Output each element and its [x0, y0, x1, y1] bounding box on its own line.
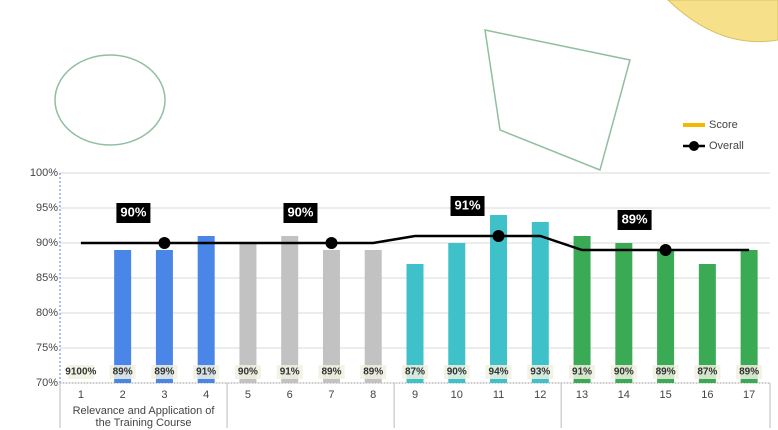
- value-label: 89%: [739, 367, 759, 378]
- overall-badge-label: 90%: [120, 204, 146, 219]
- x-tick-label: 15: [659, 389, 671, 401]
- value-label-box: [736, 365, 763, 379]
- x-tick-label: 5: [245, 389, 251, 401]
- value-label: 90%: [238, 367, 258, 378]
- overall-badge-label: 89%: [622, 211, 648, 226]
- value-label: 89%: [656, 367, 676, 378]
- x-tick-label: 6: [287, 389, 293, 401]
- x-tick-label: 16: [701, 389, 713, 401]
- value-label: 90%: [614, 367, 634, 378]
- value-label: 93%: [530, 367, 550, 378]
- value-label: 94%: [489, 367, 509, 378]
- leaf-decoration: [667, 0, 778, 43]
- overall-line: [80, 234, 750, 252]
- overall-marker: [492, 230, 505, 242]
- bar: [197, 236, 215, 383]
- x-tick-label: 4: [203, 389, 209, 401]
- bar: [281, 236, 299, 383]
- value-label: 9100%: [65, 367, 96, 378]
- value-label: 87%: [697, 367, 717, 378]
- value-label: 89%: [154, 367, 174, 378]
- x-tick-label: 11: [493, 389, 504, 401]
- bar: [364, 250, 382, 383]
- value-label-box: [151, 365, 178, 379]
- value-label-box: [318, 365, 345, 379]
- value-label-box: [652, 365, 679, 379]
- value-label-box: [360, 365, 387, 379]
- value-label: 89%: [321, 367, 341, 378]
- overall-badge: [116, 203, 151, 223]
- bar: [740, 250, 758, 383]
- ray-decoration: [484, 29, 631, 172]
- value-label-box: [527, 365, 554, 379]
- bar: [698, 264, 716, 383]
- y-tick-label: 80%: [36, 307, 58, 319]
- x-tick-label: 7: [328, 389, 334, 401]
- bar: [490, 215, 508, 383]
- value-label-box: [485, 365, 512, 379]
- legend-label: Overall: [709, 140, 744, 152]
- value-label-box: [67, 365, 94, 379]
- value-label: 89%: [363, 367, 383, 378]
- overall-badge: [283, 203, 318, 223]
- overall-marker: [158, 237, 171, 249]
- bar: [657, 250, 675, 383]
- group-label: Relevance and Application of the Training…: [73, 405, 216, 429]
- value-label-box: [234, 365, 261, 379]
- value-label: 91%: [572, 367, 592, 378]
- bar: [573, 236, 591, 383]
- value-label: 91%: [280, 367, 300, 378]
- legend-marker: [689, 141, 699, 151]
- value-label: 90%: [447, 367, 467, 378]
- overall-badge: [450, 196, 485, 216]
- x-tick-label: 10: [451, 389, 463, 401]
- value-label-box: [193, 365, 220, 379]
- x-tick-label: 3: [161, 389, 167, 401]
- y-tick-label: 70%: [36, 377, 58, 389]
- value-label-box: [569, 365, 596, 379]
- bar: [615, 243, 633, 383]
- bar: [406, 264, 424, 383]
- overall-badge-label: 91%: [455, 197, 481, 212]
- y-tick-label: 75%: [36, 342, 58, 354]
- x-tick-label: 8: [370, 389, 376, 401]
- x-tick-label: 13: [576, 389, 588, 401]
- bar: [239, 243, 257, 383]
- y-tick-label: 90%: [36, 237, 58, 249]
- bar: [155, 250, 173, 383]
- bar: [322, 250, 340, 383]
- x-tick-label: 14: [618, 389, 630, 401]
- x-tick-label: 17: [743, 389, 755, 401]
- bar: [531, 222, 549, 383]
- value-label: 87%: [405, 367, 425, 378]
- overall-badge: [617, 210, 652, 230]
- x-tick-label: 9: [412, 389, 418, 401]
- legend-label: Score: [709, 119, 738, 131]
- value-label-box: [276, 365, 303, 379]
- y-tick-label: 100%: [30, 167, 58, 179]
- bar: [114, 250, 132, 383]
- value-label-box: [109, 365, 136, 379]
- overall-marker: [325, 237, 338, 249]
- value-label-box: [443, 365, 470, 379]
- x-tick-label: 1: [78, 389, 84, 401]
- bar: [448, 243, 466, 383]
- x-tick-label: 12: [534, 389, 546, 401]
- overall-marker: [659, 244, 672, 256]
- turtle-decoration: [54, 54, 166, 146]
- y-tick-label: 85%: [36, 272, 58, 284]
- y-tick-label: 95%: [36, 202, 58, 214]
- value-label-box: [402, 365, 428, 379]
- value-label: 91%: [196, 367, 216, 378]
- value-label: 89%: [113, 367, 133, 378]
- value-label-box: [694, 365, 721, 379]
- overall-badge-label: 90%: [287, 204, 313, 219]
- x-tick-label: 2: [120, 389, 126, 401]
- value-label-box: [610, 365, 637, 379]
